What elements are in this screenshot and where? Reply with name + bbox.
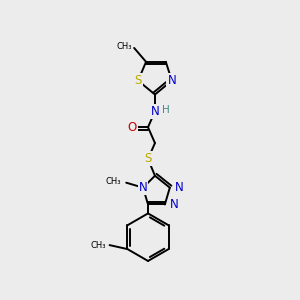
Text: N: N <box>167 74 176 87</box>
Text: H: H <box>162 105 169 116</box>
Text: S: S <box>134 74 142 87</box>
Text: N: N <box>170 198 178 211</box>
Text: CH₃: CH₃ <box>90 241 106 250</box>
Text: N: N <box>175 181 184 194</box>
Text: N: N <box>139 181 147 194</box>
Text: CH₃: CH₃ <box>106 177 121 186</box>
Text: S: S <box>144 152 152 165</box>
Text: CH₃: CH₃ <box>117 43 132 52</box>
Text: O: O <box>128 121 137 134</box>
Text: N: N <box>151 105 159 118</box>
